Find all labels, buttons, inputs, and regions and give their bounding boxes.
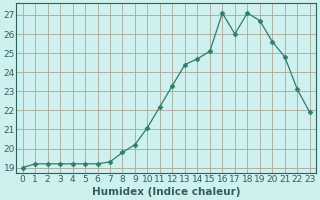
- X-axis label: Humidex (Indice chaleur): Humidex (Indice chaleur): [92, 187, 240, 197]
